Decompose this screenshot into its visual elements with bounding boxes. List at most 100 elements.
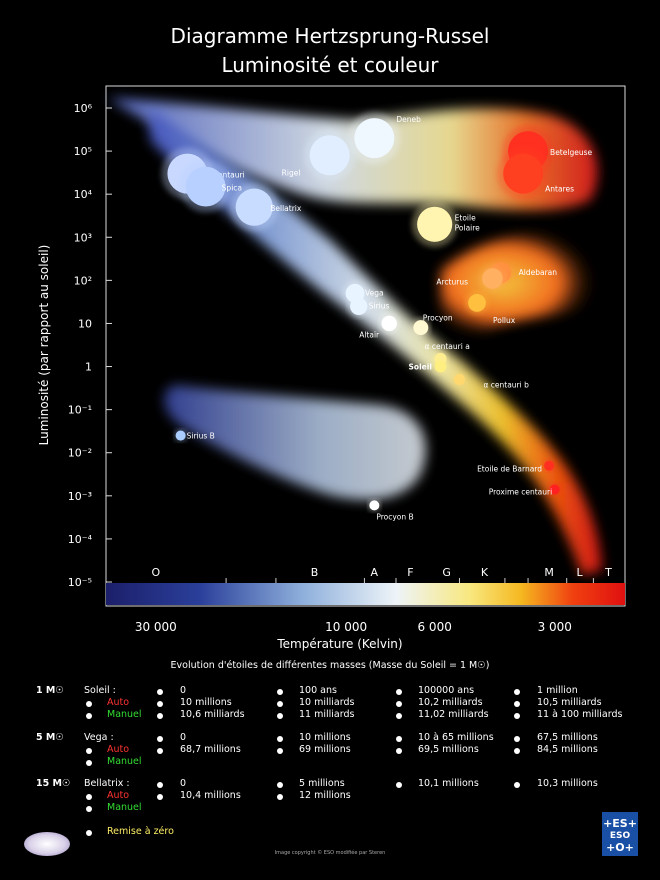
step-radio[interactable] bbox=[277, 713, 283, 719]
step-radio[interactable] bbox=[157, 794, 163, 800]
auto-radio[interactable] bbox=[86, 748, 92, 754]
step-radio[interactable] bbox=[277, 689, 283, 695]
step-radio[interactable] bbox=[157, 782, 163, 788]
star-label: Altaïr bbox=[359, 330, 380, 339]
time-value: 12 millions bbox=[299, 790, 351, 801]
time-value: 0 bbox=[180, 732, 187, 743]
step-radio[interactable] bbox=[514, 736, 520, 742]
spectral-class-label: M bbox=[544, 566, 554, 579]
table-row: Auto 68,7 millions 69 millions 69,5 mill… bbox=[0, 744, 660, 757]
spectral-class-label: A bbox=[371, 566, 379, 579]
star-point[interactable] bbox=[235, 188, 273, 226]
step-radio[interactable] bbox=[514, 782, 520, 788]
table-row: Auto 10 millions 10 milliards 10,2 milli… bbox=[0, 697, 660, 710]
x-tick-label: 6 000 bbox=[417, 620, 451, 634]
manual-label[interactable]: Manuel bbox=[107, 756, 142, 767]
eso-logo-text: ESO bbox=[609, 831, 631, 841]
star-label: Sirius B bbox=[187, 432, 215, 441]
author-logo bbox=[24, 832, 70, 856]
star-label: Procyon B bbox=[376, 512, 413, 521]
step-radio[interactable] bbox=[396, 713, 402, 719]
step-radio[interactable] bbox=[396, 701, 402, 707]
reset-radio[interactable] bbox=[86, 830, 92, 836]
step-radio[interactable] bbox=[396, 736, 402, 742]
step-radio[interactable] bbox=[157, 748, 163, 754]
y-tick-label: 1 bbox=[85, 361, 92, 374]
star-point[interactable] bbox=[309, 135, 350, 176]
step-radio[interactable] bbox=[157, 713, 163, 719]
star-point[interactable] bbox=[434, 360, 447, 373]
time-value: 10,5 milliards bbox=[537, 697, 602, 708]
manual-radio[interactable] bbox=[86, 760, 92, 766]
star-label: Pollux bbox=[493, 316, 516, 325]
star-label: Etoile Polaire bbox=[455, 213, 481, 232]
star-point[interactable] bbox=[544, 460, 555, 471]
star-point[interactable] bbox=[369, 500, 380, 511]
step-radio[interactable] bbox=[157, 701, 163, 707]
y-tick-label: 10 bbox=[78, 317, 92, 330]
star-point[interactable] bbox=[549, 484, 560, 495]
star-label: Procyon bbox=[423, 314, 453, 323]
time-value: 10 millions bbox=[180, 697, 232, 708]
star-label: Rigel bbox=[282, 168, 301, 177]
page-subtitle: Luminosité et couleur bbox=[221, 53, 439, 77]
star-label: α centauri a bbox=[425, 342, 470, 351]
star-point[interactable] bbox=[185, 166, 226, 207]
star-point[interactable] bbox=[354, 118, 395, 159]
star-point[interactable] bbox=[468, 294, 486, 312]
manual-radio[interactable] bbox=[86, 713, 92, 719]
time-value: 69 millions bbox=[299, 744, 351, 755]
star-point[interactable] bbox=[482, 268, 503, 289]
step-radio[interactable] bbox=[396, 689, 402, 695]
step-radio[interactable] bbox=[157, 736, 163, 742]
star-point[interactable] bbox=[413, 320, 429, 336]
step-radio[interactable] bbox=[514, 748, 520, 754]
star-point[interactable] bbox=[454, 374, 465, 385]
auto-radio[interactable] bbox=[86, 794, 92, 800]
step-radio[interactable] bbox=[514, 689, 520, 695]
table-row: 0 5 millions 10,1 millions 10,3 millions bbox=[0, 778, 660, 791]
time-value: 10,4 millions bbox=[180, 790, 241, 801]
manual-label[interactable]: Manuel bbox=[107, 709, 142, 720]
step-radio[interactable] bbox=[396, 782, 402, 788]
star-point[interactable] bbox=[350, 297, 368, 315]
table-row: Manuel bbox=[0, 802, 660, 815]
time-value: 100000 ans bbox=[418, 685, 475, 696]
step-radio[interactable] bbox=[396, 748, 402, 754]
table-row: Auto 10,4 millions 12 millions bbox=[0, 790, 660, 803]
star-label: Bellatrix bbox=[270, 204, 302, 213]
step-radio[interactable] bbox=[277, 782, 283, 788]
step-radio[interactable] bbox=[277, 736, 283, 742]
star-point[interactable] bbox=[175, 430, 186, 441]
star-point[interactable] bbox=[417, 206, 453, 242]
step-radio[interactable] bbox=[514, 701, 520, 707]
time-value: 0 bbox=[180, 685, 187, 696]
time-value: 10 à 65 millions bbox=[418, 732, 494, 743]
star-label: Vega bbox=[365, 288, 384, 297]
spectral-class-label: L bbox=[576, 566, 583, 579]
auto-label[interactable]: Auto bbox=[107, 790, 130, 801]
step-radio[interactable] bbox=[277, 701, 283, 707]
auto-label[interactable]: Auto bbox=[107, 697, 130, 708]
step-radio[interactable] bbox=[157, 689, 163, 695]
star-point[interactable] bbox=[381, 315, 397, 332]
auto-label[interactable]: Auto bbox=[107, 744, 130, 755]
step-radio[interactable] bbox=[514, 713, 520, 719]
star-label: Arcturus bbox=[436, 278, 468, 287]
auto-radio[interactable] bbox=[86, 701, 92, 707]
time-value: 10,1 millions bbox=[418, 778, 479, 789]
step-radio[interactable] bbox=[277, 794, 283, 800]
time-value: 10,6 milliards bbox=[180, 709, 245, 720]
spectral-class-label: T bbox=[604, 566, 612, 579]
star-label: Sirius bbox=[369, 301, 390, 310]
table-row: 0 10 millions 10 à 65 millions 67,5 mill… bbox=[0, 732, 660, 745]
star-label: Antares bbox=[545, 185, 574, 194]
manual-radio[interactable] bbox=[86, 806, 92, 812]
star-point[interactable] bbox=[503, 153, 544, 194]
time-value: 11 milliards bbox=[299, 709, 355, 720]
manual-label[interactable]: Manuel bbox=[107, 802, 142, 813]
step-radio[interactable] bbox=[277, 748, 283, 754]
star-label: Soleil bbox=[409, 363, 432, 372]
reset-button[interactable]: Remise à zéro bbox=[107, 826, 174, 837]
